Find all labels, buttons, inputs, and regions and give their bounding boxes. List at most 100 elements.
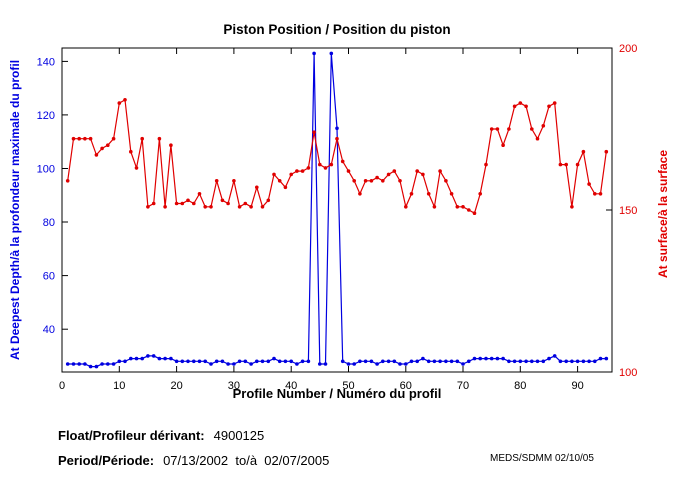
series-deepest-depth-marker (214, 359, 219, 364)
series-deepest-depth-marker (100, 362, 104, 366)
series-surface-marker (134, 166, 139, 170)
series-deepest-depth-marker (163, 356, 167, 361)
series-surface-marker (77, 136, 81, 141)
series-surface-marker (117, 101, 122, 105)
x-tick-label: 40 (285, 380, 297, 392)
series-deepest-depth-marker (283, 359, 288, 364)
series-deepest-depth-marker (564, 359, 568, 364)
series-surface-marker (254, 185, 259, 190)
series-surface-marker (129, 149, 133, 154)
series-surface-marker (163, 205, 167, 209)
series-deepest-depth-marker (404, 362, 408, 366)
series-deepest-depth-marker (123, 359, 127, 364)
series-deepest-depth-marker (604, 356, 609, 361)
series-deepest-depth-marker (157, 356, 162, 361)
series-deepest-depth-marker (530, 359, 534, 364)
series-surface-marker (489, 127, 494, 131)
left-y-tick-label: 120 (37, 110, 55, 122)
x-tick-label: 80 (514, 380, 526, 392)
series-deepest-depth-marker (593, 359, 597, 364)
series-deepest-depth-marker (77, 362, 81, 366)
series-surface-marker (432, 205, 437, 209)
series-surface-marker (404, 205, 408, 209)
series-deepest-depth-marker (277, 359, 282, 364)
series-deepest-depth-marker (169, 356, 173, 361)
series-deepest-depth-marker (243, 359, 248, 364)
series-deepest-depth-marker (151, 354, 156, 358)
series-deepest-depth-marker (358, 359, 362, 364)
series-surface-marker (88, 136, 93, 141)
series-surface-marker (94, 153, 99, 157)
series-surface-marker (352, 179, 357, 183)
series-surface-marker (277, 179, 282, 183)
series-surface-marker (598, 192, 603, 196)
x-tick-label: 10 (113, 380, 125, 392)
series-surface-marker (547, 104, 551, 109)
series-deepest-depth-marker (88, 364, 93, 369)
left-y-tick-label: 40 (43, 324, 55, 336)
series-deepest-depth-marker (197, 359, 202, 364)
series-deepest-depth-marker (392, 359, 397, 364)
series-deepest-depth-marker (501, 356, 505, 361)
series-surface-marker (346, 169, 351, 173)
series-surface-marker (289, 172, 294, 177)
left-y-tick-label: 80 (43, 217, 55, 229)
x-tick-label: 50 (342, 380, 354, 392)
left-y-axis-label: At Deepest Depth/à la profondeur maximal… (8, 59, 22, 361)
left-y-tick-label: 60 (43, 271, 55, 283)
series-deepest-depth-marker (140, 356, 144, 361)
series-surface-marker (398, 179, 402, 183)
series-deepest-depth-marker (467, 359, 471, 364)
series-deepest-depth-marker (249, 362, 253, 366)
series-deepest-depth-marker (587, 359, 591, 364)
series-surface-marker (495, 127, 500, 131)
series-surface-marker (438, 169, 442, 173)
series-surface-marker (587, 182, 591, 186)
series-surface-line (67, 98, 607, 215)
x-tick-label: 0 (59, 380, 65, 392)
series-deepest-depth-marker (300, 359, 305, 364)
series-surface-marker (300, 169, 305, 173)
plot-box (61, 47, 613, 373)
series-surface-marker (581, 149, 586, 154)
series-surface-marker (106, 143, 110, 147)
series-deepest-depth-marker (272, 356, 276, 361)
series-surface-marker (461, 205, 465, 209)
series-surface-marker (123, 98, 127, 102)
series-surface-marker (335, 136, 339, 141)
series-deepest-depth-marker (220, 359, 225, 364)
period-label: Period/Période: (58, 453, 155, 468)
series-surface-marker (426, 192, 431, 196)
series-surface-marker (415, 169, 420, 173)
series-surface-marker (409, 192, 414, 196)
period-value: 07/13/2002 to/à 02/07/2005 (163, 453, 330, 468)
series-surface-marker (220, 198, 225, 203)
series-deepest-depth-marker (306, 359, 311, 364)
series-deepest-depth-marker (524, 359, 528, 364)
left-y-tick-label: 140 (37, 56, 55, 68)
x-tick-label: 30 (228, 380, 240, 392)
series-deepest-depth-marker (461, 362, 465, 366)
series-surface-marker (272, 172, 276, 177)
series-deepest-depth-marker (495, 356, 500, 361)
series-deepest-depth-marker (386, 359, 391, 364)
series-deepest-depth-marker (232, 362, 236, 366)
series-deepest-depth-marker (432, 359, 437, 364)
series-deepest-depth-marker (558, 359, 563, 364)
series-deepest-depth-marker (192, 359, 196, 364)
series-deepest-depth-marker (111, 362, 116, 366)
series-deepest-depth-marker (489, 356, 494, 361)
series-deepest-depth-marker (323, 362, 328, 366)
series-deepest-depth-marker (507, 359, 511, 364)
x-tick-label: 20 (170, 380, 182, 392)
series-surface-marker (358, 192, 362, 196)
series-deepest-depth-marker (117, 359, 122, 364)
series-deepest-depth-marker (455, 359, 460, 364)
series-deepest-depth-marker (203, 359, 207, 364)
series-surface-marker (375, 175, 379, 180)
series-deepest-depth-marker (381, 359, 385, 364)
series-deepest-depth-marker (237, 359, 242, 364)
series-surface-marker (232, 179, 236, 183)
series-deepest-depth-marker (186, 359, 190, 364)
